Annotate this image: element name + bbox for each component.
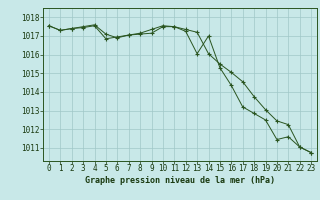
- X-axis label: Graphe pression niveau de la mer (hPa): Graphe pression niveau de la mer (hPa): [85, 176, 275, 185]
